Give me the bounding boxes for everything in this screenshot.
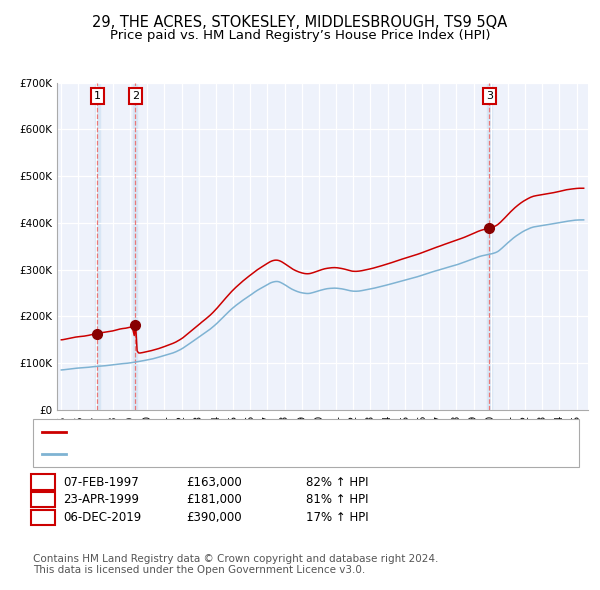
Text: 2: 2: [40, 493, 47, 506]
Text: 82% ↑ HPI: 82% ↑ HPI: [306, 476, 368, 489]
Text: 07-FEB-1997: 07-FEB-1997: [63, 476, 139, 489]
Text: 17% ↑ HPI: 17% ↑ HPI: [306, 511, 368, 524]
Text: 81% ↑ HPI: 81% ↑ HPI: [306, 493, 368, 506]
Text: 29, THE ACRES, STOKESLEY, MIDDLESBROUGH, TS9 5QA: 29, THE ACRES, STOKESLEY, MIDDLESBROUGH,…: [92, 15, 508, 30]
Text: Contains HM Land Registry data © Crown copyright and database right 2024.
This d: Contains HM Land Registry data © Crown c…: [33, 553, 439, 575]
Text: 1: 1: [94, 91, 101, 101]
Text: 29, THE ACRES, STOKESLEY, MIDDLESBROUGH, TS9 5QA (detached house): 29, THE ACRES, STOKESLEY, MIDDLESBROUGH,…: [72, 428, 490, 437]
Text: 06-DEC-2019: 06-DEC-2019: [63, 511, 141, 524]
Text: 2: 2: [132, 91, 139, 101]
Bar: [95, 83, 100, 410]
Text: Price paid vs. HM Land Registry’s House Price Index (HPI): Price paid vs. HM Land Registry’s House …: [110, 30, 490, 42]
Bar: [133, 83, 137, 410]
Text: 3: 3: [40, 511, 47, 524]
Text: 1: 1: [40, 476, 47, 489]
Text: £181,000: £181,000: [186, 493, 242, 506]
Text: £390,000: £390,000: [186, 511, 242, 524]
Text: 23-APR-1999: 23-APR-1999: [63, 493, 139, 506]
Text: £163,000: £163,000: [186, 476, 242, 489]
Bar: [487, 83, 491, 410]
Text: 3: 3: [486, 91, 493, 101]
Text: HPI: Average price, detached house, North Yorkshire: HPI: Average price, detached house, Nort…: [72, 450, 364, 459]
